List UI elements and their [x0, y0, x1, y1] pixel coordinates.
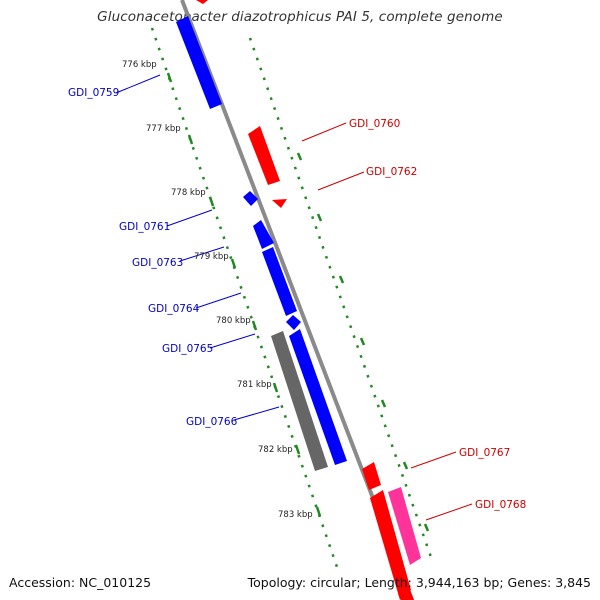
rna-gene-gdi-0768 — [388, 487, 421, 565]
gene-block-gdi-0763 — [253, 220, 274, 249]
gene-label-gdi-0762[interactable]: GDI_0762 — [366, 166, 417, 178]
tick-label-782: 782 kbp — [258, 445, 293, 455]
gene-block-gdi-0765b — [289, 329, 347, 465]
gene-block-top — [196, 0, 208, 4]
gene-block-gdi-0760 — [248, 126, 280, 185]
tick-label-778: 778 kbp — [171, 188, 206, 198]
tick-label-777: 777 kbp — [146, 124, 181, 134]
left-leaders — [115, 74, 280, 421]
outer-tick-ring — [248, 37, 434, 561]
gene-label-gdi-0765[interactable]: GDI_0765 — [162, 343, 213, 355]
gene-block-gdi-0759 — [176, 16, 222, 109]
gene-block-gdi-0762 — [272, 199, 287, 208]
gene-block-bottom — [398, 590, 414, 600]
gene-block-gdi-0764 — [262, 247, 297, 316]
gene-label-gdi-0759[interactable]: GDI_0759 — [68, 87, 119, 99]
genome-title: Gluconacetobacter diazotrophicus PAI 5, … — [97, 9, 503, 25]
reverse-strand-genes — [176, 16, 347, 465]
tick-label-780: 780 kbp — [216, 316, 251, 326]
rrna-block-gdi-0766 — [271, 331, 328, 471]
genome-summary-text: Topology: circular; Length: 3,944,163 bp… — [247, 575, 591, 590]
tick-label-776: 776 kbp — [122, 60, 157, 70]
inner-tick-ring — [150, 27, 340, 571]
gene-block-gdi-0767b — [370, 490, 411, 600]
gene-label-gdi-0767[interactable]: GDI_0767 — [459, 447, 510, 459]
gene-label-gdi-0760[interactable]: GDI_0760 — [349, 118, 400, 130]
gene-label-gdi-0761[interactable]: GDI_0761 — [119, 221, 170, 233]
gene-label-gdi-0764[interactable]: GDI_0764 — [148, 303, 200, 315]
gene-label-gdi-0768[interactable]: GDI_0768 — [475, 499, 526, 511]
major-ticks — [166, 72, 430, 532]
gene-block-gdi-0765 — [286, 315, 301, 330]
tick-label-783: 783 kbp — [278, 510, 313, 520]
gene-block-gdi-0767 — [362, 462, 381, 490]
gene-label-gdi-0766[interactable]: GDI_0766 — [186, 416, 238, 428]
forward-strand-genes — [196, 0, 411, 600]
tick-label-781: 781 kbp — [237, 380, 272, 390]
gene-block-gdi-0761 — [243, 191, 258, 206]
gene-label-gdi-0763[interactable]: GDI_0763 — [132, 257, 183, 269]
right-leaders — [301, 122, 473, 521]
accession-text: Accession: NC_010125 — [9, 575, 152, 590]
tick-label-779: 779 kbp — [194, 252, 229, 262]
